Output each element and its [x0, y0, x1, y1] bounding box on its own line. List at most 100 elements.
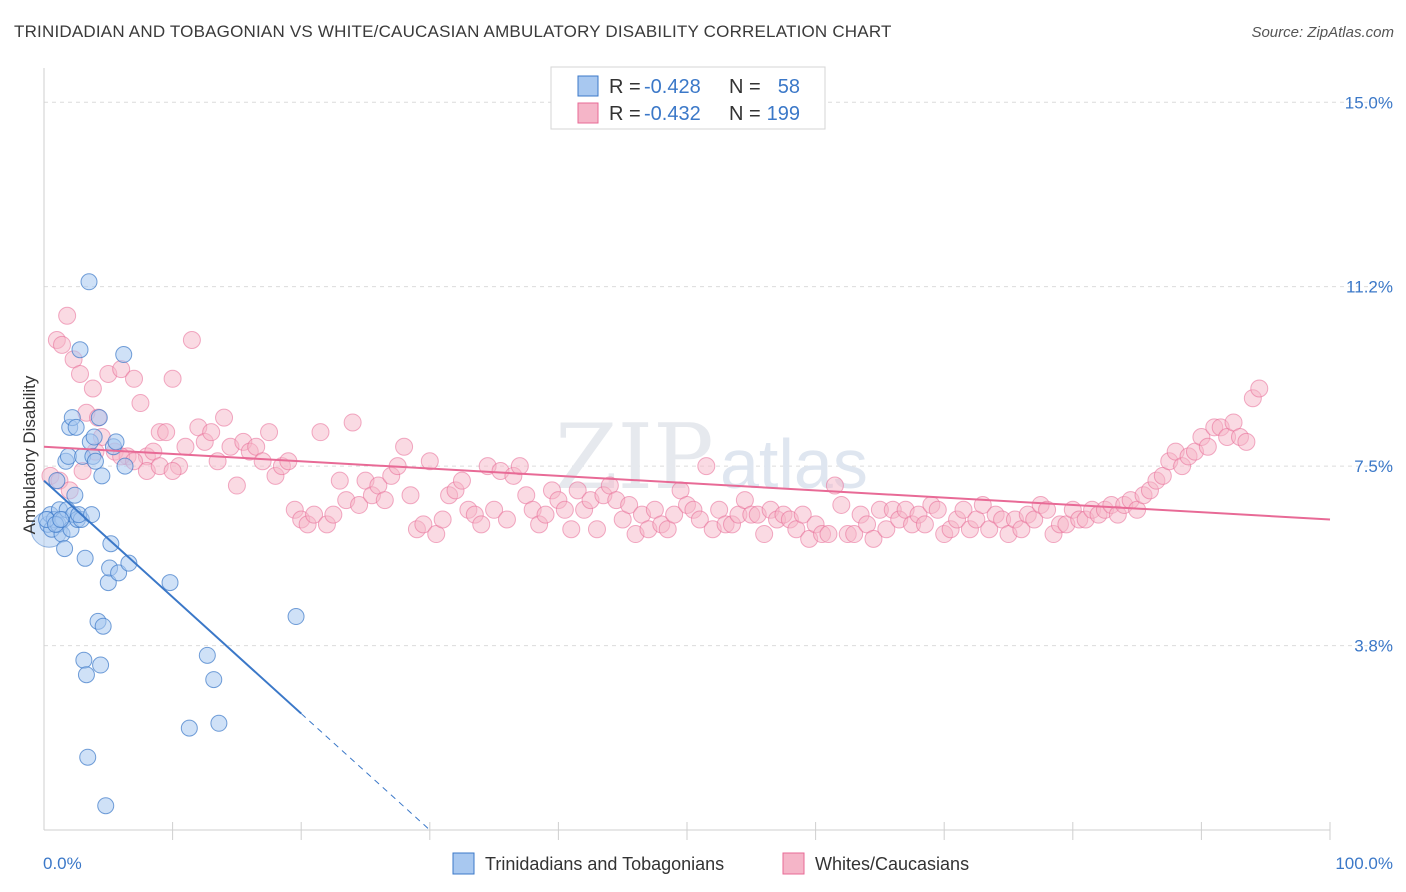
point-whites [343, 413, 362, 432]
point-trinidadians [71, 341, 89, 359]
point-whites [472, 515, 491, 534]
y-tick-label: 3.8% [1354, 637, 1393, 656]
point-trinidadians [102, 535, 120, 553]
point-trinidadians [86, 452, 104, 470]
point-whites [176, 437, 195, 456]
point-whites [1250, 379, 1269, 398]
point-trinidadians [161, 574, 179, 592]
point-whites [83, 379, 102, 398]
point-trinidadians [116, 457, 134, 475]
bottom-legend-swatch-blue [452, 852, 475, 875]
series-whites-points [41, 306, 1269, 548]
point-trinidadians [80, 273, 98, 291]
legend-swatch-blue [577, 75, 599, 97]
legend-n-value-2: 199 [767, 103, 800, 125]
point-trinidadians [287, 608, 305, 626]
point-trinidadians [59, 447, 77, 465]
legend-r-value-2: -0.432 [644, 103, 701, 125]
point-whites [53, 335, 72, 354]
point-whites [915, 515, 934, 534]
point-whites [954, 500, 973, 519]
legend-r-label-2: R = [609, 103, 641, 125]
point-whites [864, 529, 883, 548]
point-whites [485, 500, 504, 519]
point-whites [510, 457, 529, 476]
point-trinidadians [67, 418, 85, 436]
point-whites [375, 491, 394, 510]
point-trinidadians [66, 486, 84, 504]
grid-lines [44, 101, 1393, 647]
trend-line-trinidadians-extension [300, 713, 431, 831]
point-whites [395, 437, 414, 456]
point-whites [755, 525, 774, 544]
point-whites [420, 452, 439, 471]
point-whites [305, 505, 324, 524]
point-whites [414, 515, 433, 534]
point-whites [832, 495, 851, 514]
point-trinidadians [75, 651, 93, 669]
point-whites [260, 423, 279, 442]
y-tick-label: 15.0% [1345, 93, 1393, 112]
point-whites [845, 525, 864, 544]
point-whites [690, 510, 709, 529]
point-whites [58, 306, 77, 325]
point-whites [819, 525, 838, 544]
point-whites [311, 423, 330, 442]
point-whites [157, 423, 176, 442]
point-whites [877, 520, 896, 539]
point-trinidadians [76, 549, 94, 567]
point-whites [555, 500, 574, 519]
bottom-legend-label-whites: Whites/Caucasians [815, 854, 969, 874]
point-trinidadians [77, 666, 95, 684]
point-trinidadians [92, 656, 110, 674]
y-axis-title: Ambulatory Disability [20, 375, 39, 534]
point-whites [928, 500, 947, 519]
y-tick-label: 11.2% [1346, 278, 1393, 297]
point-trinidadians [210, 714, 228, 732]
x-tick-label-min: 0.0% [43, 854, 82, 873]
legend-n-label-2: N = [729, 103, 761, 125]
legend-swatch-pink [577, 102, 599, 124]
point-trinidadians [107, 433, 125, 451]
point-whites [182, 330, 201, 349]
point-whites [163, 461, 182, 480]
point-trinidadians [48, 472, 66, 490]
legend-box: R = -0.428 N = 58 R = -0.432 N = 199 [550, 66, 826, 130]
point-trinidadians [85, 428, 103, 446]
trend-line-whites [43, 445, 1331, 521]
point-whites [350, 495, 369, 514]
legend-r-value-1: -0.428 [644, 76, 701, 98]
point-trinidadians [198, 646, 216, 664]
bottom-legend-swatch-pink [782, 852, 805, 875]
point-whites [665, 505, 684, 524]
trend-lines [43, 445, 1331, 831]
bottom-legend: Trinidadians and Tobagonians Whites/Cauc… [452, 852, 969, 875]
legend-r-label-1: R = [609, 76, 641, 98]
point-whites [587, 520, 606, 539]
bottom-legend-label-trinidadians: Trinidadians and Tobagonians [485, 854, 724, 874]
point-whites [131, 394, 150, 413]
point-whites [825, 476, 844, 495]
point-whites [1237, 432, 1256, 451]
chart-source: Source: ZipAtlas.com [1251, 24, 1394, 41]
trend-line-trinidadians [43, 479, 302, 715]
point-trinidadians [97, 797, 115, 815]
point-trinidadians [83, 506, 101, 524]
point-trinidadians [115, 346, 133, 364]
point-whites [452, 471, 471, 490]
point-whites [401, 486, 420, 505]
point-trinidadians [205, 671, 223, 689]
x-tick-label-max: 100.0% [1335, 854, 1393, 873]
point-whites [620, 495, 639, 514]
point-whites [253, 452, 272, 471]
point-whites [215, 408, 234, 427]
point-whites [568, 481, 587, 500]
point-whites [793, 505, 812, 524]
point-trinidadians [180, 719, 198, 737]
point-whites [71, 364, 90, 383]
legend-n-value-1: 58 [778, 76, 800, 98]
point-whites [324, 505, 343, 524]
y-tick-label: 7.5% [1354, 457, 1393, 476]
point-whites [536, 505, 555, 524]
point-whites [330, 471, 349, 490]
